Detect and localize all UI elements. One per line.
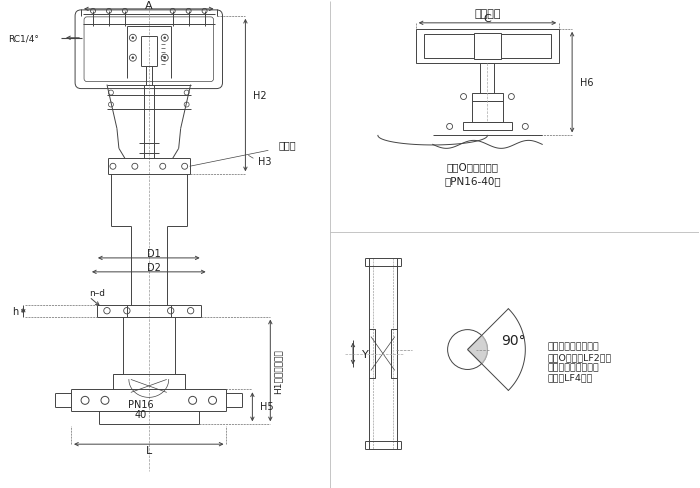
Text: H5: H5 (260, 402, 274, 411)
Text: D1: D1 (147, 248, 160, 259)
Text: D2: D2 (147, 263, 161, 272)
Text: 低温调节阀法兰采用
金属O形圈（LF2）密
封，可根据用户配铝
屏圈（LF4）。: 低温调节阀法兰采用 金属O形圈（LF2）密 封，可根据用户配铝 屏圈（LF4）。 (547, 342, 612, 382)
Text: Y: Y (362, 349, 368, 359)
Text: 40: 40 (134, 409, 147, 419)
Text: h: h (12, 306, 18, 316)
Text: C: C (484, 14, 491, 24)
Text: 90°: 90° (501, 333, 526, 347)
Bar (472, 93, 503, 102)
FancyBboxPatch shape (75, 11, 223, 89)
Bar (416, 30, 559, 63)
Text: 连接板: 连接板 (279, 140, 296, 150)
Circle shape (164, 58, 166, 60)
Text: RC1/4°: RC1/4° (8, 34, 39, 43)
Circle shape (132, 58, 134, 60)
Text: L: L (146, 445, 152, 455)
Text: 金属O型圈槽尺寸: 金属O型圈槽尺寸 (447, 162, 498, 172)
Bar (463, 123, 512, 131)
Text: H1（保温长度）: H1（保温长度） (274, 348, 283, 393)
Text: H3: H3 (258, 157, 272, 167)
Text: n–d: n–d (89, 289, 105, 298)
Text: 顶式手轮: 顶式手轮 (474, 9, 500, 19)
Text: （PN16-40）: （PN16-40） (444, 176, 500, 186)
Text: A: A (145, 1, 153, 11)
Bar (473, 34, 501, 60)
Polygon shape (468, 336, 487, 364)
Circle shape (132, 38, 134, 40)
Bar (424, 35, 551, 59)
Text: PN16: PN16 (128, 400, 153, 409)
Text: H2: H2 (253, 90, 267, 101)
Text: H6: H6 (580, 78, 594, 87)
Circle shape (164, 38, 166, 40)
